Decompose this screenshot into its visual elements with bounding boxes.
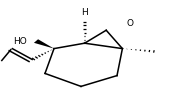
Text: H: H xyxy=(81,8,88,17)
Text: HO: HO xyxy=(13,37,27,46)
Polygon shape xyxy=(34,39,54,49)
Text: O: O xyxy=(126,19,133,28)
